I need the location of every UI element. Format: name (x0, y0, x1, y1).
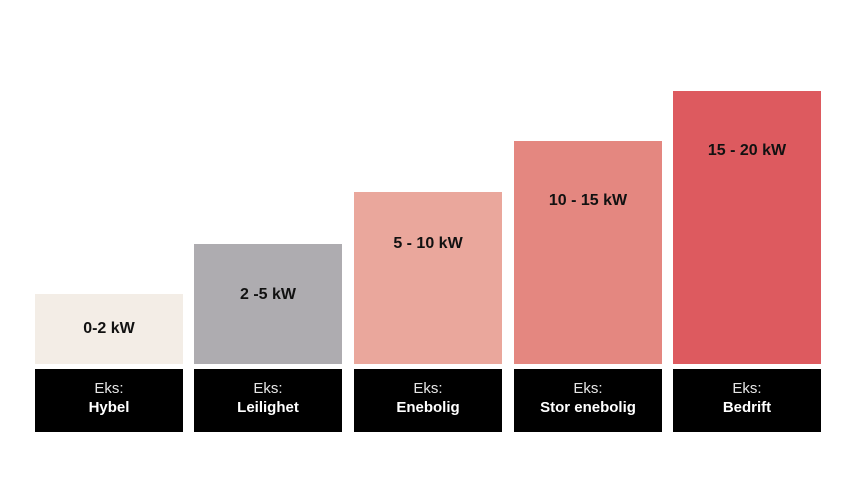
bar-leilighet: 2 -5 kW (194, 244, 342, 364)
bar-value-label: 10 - 15 kW (548, 192, 628, 209)
bar-value-label: 15 - 20 kW (707, 142, 787, 159)
bar-bedrift: 15 - 20 kW (673, 91, 821, 364)
caption-name: Hybel (88, 399, 130, 416)
caption-prefix: Eks: (253, 380, 283, 397)
caption-name: Bedrift (722, 399, 772, 416)
caption-leilighet: Eks: Leilighet (194, 369, 342, 432)
bar-enebolig: 5 - 10 kW (354, 192, 502, 364)
bar-value-label: 5 - 10 kW (393, 235, 463, 252)
caption-name: Stor enebolig (540, 399, 636, 416)
caption-hybel: Eks: Hybel (35, 369, 183, 432)
caption-name: Leilighet (237, 399, 299, 416)
caption-prefix: Eks: (413, 380, 443, 397)
bar-value-label: 2 -5 kW (239, 286, 296, 303)
caption-prefix: Eks: (732, 380, 762, 397)
bar-stor-enebolig: 10 - 15 kW (514, 141, 662, 364)
caption-enebolig: Eks: Enebolig (354, 369, 502, 432)
bar-value-label: 0-2 kW (83, 320, 135, 337)
caption-prefix: Eks: (573, 380, 603, 397)
bar-hybel: 0-2 kW (35, 294, 183, 364)
caption-bedrift: Eks: Bedrift (673, 369, 821, 432)
caption-stor-enebolig: Eks: Stor enebolig (514, 369, 662, 432)
caption-name: Enebolig (396, 399, 460, 416)
caption-prefix: Eks: (94, 380, 124, 397)
